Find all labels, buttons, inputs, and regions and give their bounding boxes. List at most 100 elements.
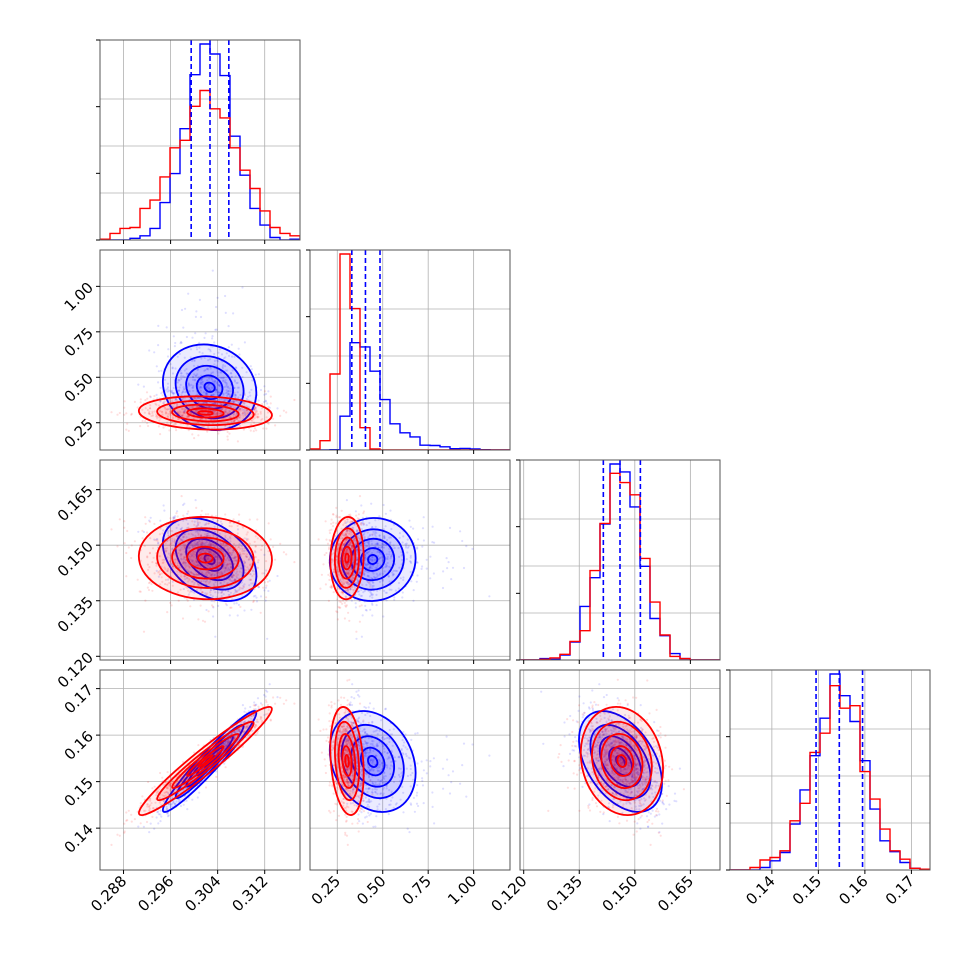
scatter-point bbox=[366, 541, 370, 544]
scatter-point bbox=[441, 586, 445, 590]
scatter-point bbox=[397, 581, 401, 585]
scatter-point bbox=[182, 587, 185, 591]
scatter-point bbox=[184, 566, 187, 569]
scatter-point bbox=[193, 397, 197, 400]
scatter-point bbox=[170, 400, 173, 403]
scatter-point bbox=[193, 581, 196, 585]
scatter-point bbox=[178, 389, 181, 392]
scatter-point bbox=[247, 395, 250, 398]
scatter-point bbox=[166, 421, 169, 424]
scatter-point bbox=[206, 430, 209, 433]
scatter-point bbox=[178, 565, 181, 568]
scatter-point bbox=[125, 551, 128, 555]
scatter-point bbox=[238, 513, 241, 516]
scatter-point bbox=[429, 555, 432, 558]
scatter-point bbox=[179, 538, 183, 541]
scatter-point bbox=[245, 539, 248, 542]
scatter-point bbox=[176, 591, 180, 594]
scatter-point bbox=[206, 558, 209, 562]
scatter-point bbox=[164, 547, 167, 550]
scatter-point bbox=[354, 602, 357, 605]
scatter-point bbox=[208, 535, 211, 538]
scatter-point bbox=[442, 570, 445, 573]
scatter-point bbox=[176, 570, 179, 573]
scatter-point bbox=[180, 495, 183, 498]
scatter-point bbox=[324, 520, 327, 523]
scatter-point bbox=[141, 408, 144, 411]
scatter-point bbox=[195, 560, 199, 563]
scatter-point bbox=[259, 538, 262, 541]
scatter-point bbox=[243, 561, 246, 564]
scatter-point bbox=[254, 414, 257, 417]
scatter-point bbox=[369, 608, 372, 611]
scatter-point bbox=[224, 356, 227, 359]
scatter-point bbox=[267, 390, 270, 393]
scatter-point bbox=[199, 381, 202, 384]
scatter-point bbox=[249, 563, 252, 566]
scatter-point bbox=[187, 510, 190, 513]
scatter-point bbox=[220, 376, 223, 380]
scatter-point bbox=[253, 408, 256, 411]
scatter-point bbox=[375, 604, 378, 607]
scatter-point bbox=[211, 599, 214, 602]
scatter-point bbox=[209, 588, 212, 592]
scatter-point bbox=[369, 558, 372, 561]
scatter-point bbox=[320, 573, 323, 576]
scatter-point bbox=[200, 357, 203, 360]
scatter-point bbox=[225, 565, 228, 568]
scatter-point bbox=[217, 374, 220, 377]
scatter-point bbox=[144, 522, 147, 525]
scatter-point bbox=[205, 422, 208, 425]
scatter-point bbox=[147, 581, 151, 585]
scatter-point bbox=[136, 578, 139, 581]
scatter-point bbox=[182, 561, 185, 565]
scatter-point bbox=[240, 567, 243, 570]
scatter-point bbox=[239, 393, 242, 397]
scatter-point bbox=[214, 555, 217, 559]
scatter-point bbox=[196, 541, 200, 544]
scatter-point bbox=[188, 571, 191, 574]
scatter-point bbox=[149, 407, 152, 410]
scatter-point bbox=[216, 382, 219, 385]
scatter-point bbox=[252, 430, 255, 433]
scatter-point bbox=[229, 579, 232, 582]
scatter-point bbox=[240, 545, 243, 548]
scatter-point bbox=[227, 568, 230, 571]
scatter-point bbox=[208, 551, 211, 554]
scatter-point bbox=[236, 570, 239, 573]
scatter-point bbox=[227, 567, 230, 570]
scatter-point bbox=[215, 412, 218, 415]
scatter-point bbox=[209, 348, 212, 351]
scatter-point bbox=[183, 547, 186, 550]
scatter-point bbox=[127, 429, 130, 432]
scatter-point bbox=[222, 542, 225, 545]
scatter-point bbox=[215, 388, 218, 391]
scatter-point bbox=[254, 556, 257, 559]
scatter-point bbox=[369, 533, 372, 536]
scatter-point bbox=[157, 370, 160, 373]
scatter-point bbox=[226, 385, 229, 388]
scatter-point bbox=[228, 578, 231, 581]
scatter-point bbox=[234, 395, 237, 398]
scatter-point bbox=[193, 437, 196, 440]
scatter-point bbox=[234, 394, 238, 397]
scatter-point bbox=[181, 408, 184, 411]
scatter-point bbox=[431, 541, 434, 544]
scatter-point bbox=[226, 393, 230, 396]
scatter-point bbox=[130, 556, 133, 560]
scatter-point bbox=[233, 578, 237, 581]
scatter-point bbox=[233, 420, 236, 423]
scatter-point bbox=[371, 558, 374, 562]
scatter-point bbox=[364, 608, 367, 612]
scatter-point bbox=[330, 518, 333, 521]
scatter-point bbox=[266, 411, 269, 414]
scatter-point bbox=[147, 588, 151, 592]
scatter-point bbox=[266, 637, 269, 640]
scatter-point bbox=[332, 591, 335, 594]
contour-red-5 bbox=[197, 552, 214, 564]
scatter-point bbox=[335, 610, 338, 613]
scatter-point bbox=[215, 596, 218, 599]
scatter-point bbox=[317, 538, 320, 541]
scatter-point bbox=[225, 352, 228, 355]
scatter-point bbox=[238, 588, 241, 591]
